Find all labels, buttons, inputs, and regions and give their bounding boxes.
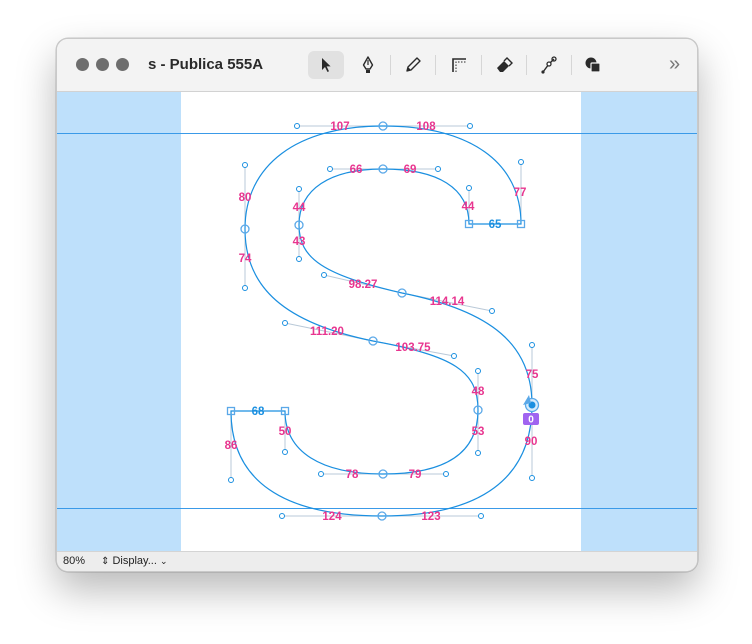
measure-label: 103.75 bbox=[395, 342, 431, 354]
measure-label: 86 bbox=[225, 440, 238, 452]
off-curve-points[interactable] bbox=[228, 123, 535, 519]
glyph-s-outline[interactable] bbox=[230, 125, 533, 517]
zoom-window-button[interactable] bbox=[116, 58, 129, 71]
measure-label: 78 bbox=[346, 469, 359, 481]
pencil-tool-button[interactable] bbox=[395, 51, 431, 79]
measure-label: 69 bbox=[404, 164, 417, 176]
minimize-window-button[interactable] bbox=[96, 58, 109, 71]
measure-label: 123 bbox=[421, 511, 440, 523]
eraser-icon bbox=[497, 57, 513, 72]
segment-length-labels: 65 68 bbox=[252, 219, 502, 418]
measure-label: 53 bbox=[472, 426, 485, 438]
measure-label: 65 bbox=[489, 219, 502, 231]
glyph-editor-svg[interactable]: 0 107 108 66 69 80 74 44 43 44 77 98.27 … bbox=[57, 92, 697, 551]
on-curve-points[interactable] bbox=[226, 121, 526, 521]
measure-label: 107 bbox=[330, 121, 349, 133]
updown-chevron-icon: ⇕ bbox=[101, 556, 110, 567]
measure-label: 124 bbox=[322, 511, 342, 523]
shapes-tool-button[interactable] bbox=[575, 51, 611, 79]
measure-label: 114.14 bbox=[430, 296, 465, 308]
selected-point-badge: 0 bbox=[528, 415, 534, 426]
chevron-down-icon: ⌄ bbox=[159, 556, 168, 566]
display-popup[interactable]: ⇕ Display... ⌄ bbox=[101, 555, 167, 567]
pointer-icon bbox=[322, 58, 331, 72]
display-popup-label: Display... bbox=[112, 555, 157, 567]
title-bar: s - Publica 555A bbox=[57, 39, 697, 92]
pointer-tool-button[interactable] bbox=[308, 51, 344, 79]
selected-point[interactable]: 0 bbox=[523, 395, 540, 426]
measure-label: 80 bbox=[239, 192, 252, 204]
knife-tool-button[interactable] bbox=[531, 51, 567, 79]
toolbar-overflow-button[interactable]: » bbox=[669, 53, 681, 75]
pen-tool-button[interactable] bbox=[350, 51, 386, 79]
eraser-tool-button[interactable] bbox=[486, 51, 522, 79]
glyph-canvas[interactable]: 0 107 108 66 69 80 74 44 43 44 77 98.27 … bbox=[57, 92, 697, 551]
measure-label: 98.27 bbox=[349, 279, 378, 291]
shapes-icon bbox=[585, 57, 601, 73]
corner-tool-button[interactable] bbox=[441, 51, 477, 79]
pencil-icon bbox=[406, 57, 421, 72]
close-window-button[interactable] bbox=[76, 58, 89, 71]
pen-nib-icon bbox=[362, 56, 374, 73]
status-bar: 80% ⇕ Display... ⌄ bbox=[57, 551, 697, 571]
measure-label: 77 bbox=[514, 187, 527, 199]
measure-label: 44 bbox=[293, 202, 306, 214]
measure-label: 68 bbox=[252, 406, 265, 418]
window-title: s - Publica 555A bbox=[148, 56, 264, 73]
measure-label: 43 bbox=[293, 236, 306, 248]
editor-window: s - Publica 555A bbox=[56, 38, 698, 572]
corner-icon bbox=[452, 58, 466, 72]
measure-label: 75 bbox=[526, 369, 539, 381]
measure-label: 44 bbox=[462, 201, 475, 213]
measure-label: 50 bbox=[279, 426, 292, 438]
measure-label: 90 bbox=[525, 436, 538, 448]
measurement-labels: 107 108 66 69 80 74 44 43 44 77 98.27 11… bbox=[225, 121, 539, 523]
measure-label: 108 bbox=[416, 121, 436, 133]
measure-label: 48 bbox=[472, 386, 485, 398]
measure-label: 111.20 bbox=[310, 326, 344, 338]
measure-label: 74 bbox=[239, 253, 252, 265]
knife-icon bbox=[541, 56, 557, 74]
measure-label: 66 bbox=[350, 164, 363, 176]
zoom-level[interactable]: 80% bbox=[63, 555, 86, 567]
measure-label: 79 bbox=[409, 469, 422, 481]
